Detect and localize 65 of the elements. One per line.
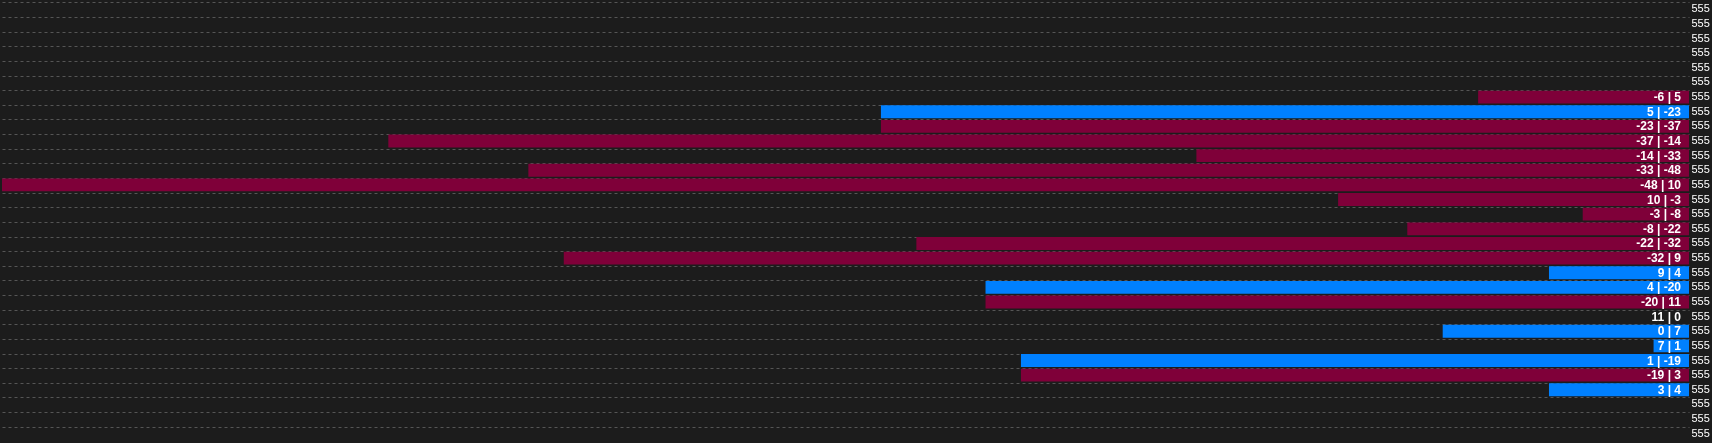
y-tick-label: 555 xyxy=(1691,148,1710,161)
bar xyxy=(1020,354,1689,367)
annotation: 10 | -3 xyxy=(1646,192,1682,207)
y-tick-label: 555 xyxy=(1691,412,1710,425)
bar xyxy=(1020,368,1689,382)
annotation: -6 | 5 xyxy=(1653,90,1682,105)
annotation: 5 | -23 xyxy=(1646,104,1682,119)
annotation: 3 | 4 xyxy=(1657,382,1682,397)
bar xyxy=(985,280,1689,294)
bar xyxy=(1548,266,1689,280)
y-tick-label: 555 xyxy=(1691,280,1710,293)
y-tick-label: 555 xyxy=(1691,368,1710,381)
y-tick-label: 555 xyxy=(1691,397,1710,410)
y-tick-label: 555 xyxy=(1691,104,1710,117)
annotation: -20 | 11 xyxy=(1640,294,1682,309)
y-tick-label: 555 xyxy=(1691,163,1710,176)
bar xyxy=(388,134,1689,148)
y-tick-label: 555 xyxy=(1691,309,1710,322)
y-tick-label: 555 xyxy=(1691,177,1710,190)
annotation: -19 | 3 xyxy=(1646,368,1682,383)
bar xyxy=(985,295,1689,309)
annotation: 0 | 7 xyxy=(1657,324,1682,339)
y-tick-label: 555 xyxy=(1691,46,1710,59)
y-tick-label: 555 xyxy=(1691,236,1710,249)
annotation: -3 | -8 xyxy=(1649,207,1682,222)
y-tick-label: 555 xyxy=(1691,426,1710,439)
y-tick-label: 555 xyxy=(1691,221,1710,234)
y-tick-label: 555 xyxy=(1691,324,1710,337)
y-tick-label: 555 xyxy=(1691,353,1710,366)
annotation: -37 | -14 xyxy=(1636,134,1682,149)
y-tick-label: 555 xyxy=(1691,134,1710,147)
y-tick-label: 555 xyxy=(1691,75,1710,88)
annotation: 1 | -19 xyxy=(1646,353,1682,368)
y-tick-label: 555 xyxy=(1691,60,1710,73)
annotation: -23 | -37 xyxy=(1636,119,1682,134)
y-tick-label: 555 xyxy=(1691,16,1710,29)
annotation: -32 | 9 xyxy=(1646,251,1682,266)
annotation: -48 | 10 xyxy=(1640,177,1682,192)
bar xyxy=(880,119,1689,133)
bar xyxy=(563,251,1689,265)
y-tick-label: 555 xyxy=(1691,265,1710,278)
bar xyxy=(1338,193,1689,206)
bar xyxy=(1548,383,1689,397)
y-tick-label: 555 xyxy=(1691,31,1710,44)
y-tick-label: 555 xyxy=(1691,251,1710,264)
annotation: 9 | 4 xyxy=(1657,265,1682,280)
annotation: -33 | -48 xyxy=(1636,163,1682,178)
annotation: 11 | 0 xyxy=(1651,309,1682,324)
y-tick-label: 555 xyxy=(1691,2,1710,15)
y-tick-label: 555 xyxy=(1691,207,1710,220)
bar xyxy=(880,105,1689,119)
annotation: -14 | -33 xyxy=(1636,148,1682,163)
annotation: -8 | -22 xyxy=(1642,221,1682,236)
y-tick-label: 555 xyxy=(1691,382,1710,395)
y-tick-label: 555 xyxy=(1691,192,1710,205)
bar xyxy=(916,237,1689,250)
y-tick-label: 555 xyxy=(1691,119,1710,132)
annotation: -22 | -32 xyxy=(1636,236,1682,251)
bar xyxy=(1478,90,1689,104)
annotation: 7 | 1 xyxy=(1657,338,1682,353)
annotation: 4 | -20 xyxy=(1646,280,1682,295)
y-tick-label: 555 xyxy=(1691,294,1710,307)
y-tick-label: 555 xyxy=(1691,90,1710,103)
bar xyxy=(1196,149,1689,163)
y-tick-label: 555 xyxy=(1691,338,1710,351)
